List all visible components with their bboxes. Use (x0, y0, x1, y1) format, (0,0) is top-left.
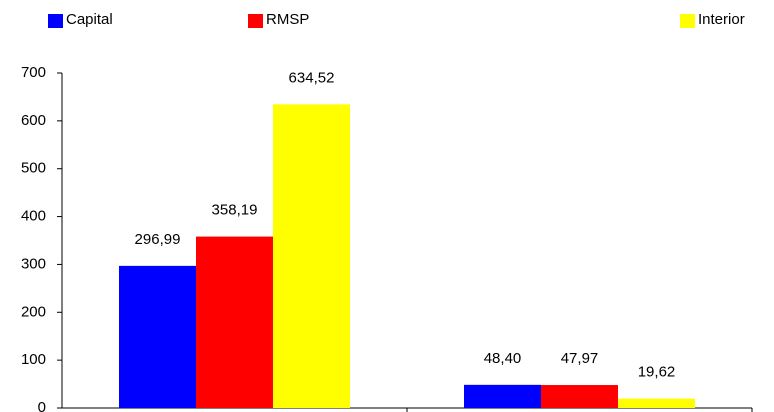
y-tick-label: 0 (38, 399, 46, 412)
value-label: 358,19 (212, 202, 258, 219)
y-tick-label: 100 (21, 351, 46, 368)
legend-label: Interior (698, 11, 745, 28)
bar (618, 398, 695, 408)
y-tick-label: 300 (21, 255, 46, 272)
legend-swatch (48, 14, 63, 28)
y-tick-label: 500 (21, 160, 46, 177)
bar (273, 104, 350, 409)
bar (541, 385, 618, 408)
value-label: 19,62 (638, 364, 676, 381)
value-label: 296,99 (135, 231, 181, 248)
legend-label: Capital (66, 11, 113, 28)
y-tick-label: 400 (21, 208, 46, 225)
legend-label: RMSP (266, 11, 309, 28)
bar (464, 384, 541, 408)
legend-swatch (248, 14, 263, 28)
legend-swatch (680, 14, 695, 28)
bar (196, 236, 273, 408)
value-label: 48,40 (484, 350, 522, 367)
y-tick-label: 200 (21, 303, 46, 320)
y-tick-label: 700 (21, 64, 46, 81)
bar (119, 265, 196, 408)
value-label: 634,52 (289, 69, 335, 86)
value-label: 47,97 (561, 350, 599, 367)
y-tick-label: 600 (21, 112, 46, 129)
